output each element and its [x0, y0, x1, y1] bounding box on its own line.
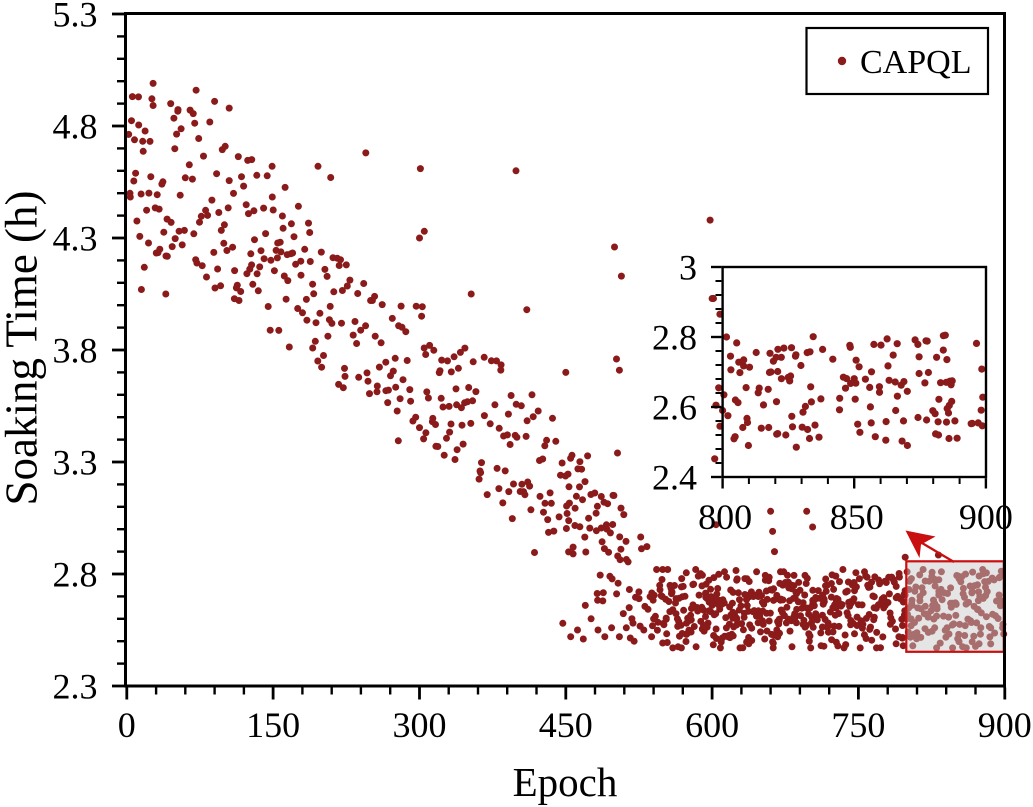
svg-text:2.4: 2.4: [652, 458, 697, 498]
svg-text:450: 450: [539, 705, 593, 745]
svg-text:2.6: 2.6: [652, 388, 697, 428]
svg-text:5.3: 5.3: [53, 0, 98, 35]
svg-text:800: 800: [698, 497, 752, 537]
svg-text:3.3: 3.3: [53, 443, 98, 483]
svg-text:300: 300: [393, 705, 447, 745]
svg-text:900: 900: [978, 705, 1032, 745]
svg-text:150: 150: [246, 705, 300, 745]
svg-text:600: 600: [685, 705, 739, 745]
svg-text:Soaking Time (h): Soaking Time (h): [0, 190, 47, 505]
svg-text:2.8: 2.8: [652, 318, 697, 358]
svg-text:4.8: 4.8: [53, 107, 98, 147]
svg-text:CAPQL: CAPQL: [860, 44, 971, 81]
svg-text:2.8: 2.8: [53, 555, 98, 595]
svg-text:0: 0: [118, 705, 136, 745]
svg-text:3.8: 3.8: [53, 331, 98, 371]
svg-text:Epoch: Epoch: [513, 759, 618, 805]
svg-text:4.3: 4.3: [53, 219, 98, 259]
svg-text:2.3: 2.3: [53, 667, 98, 707]
svg-text:900: 900: [959, 497, 1013, 537]
svg-text:850: 850: [830, 497, 884, 537]
svg-text:750: 750: [831, 705, 885, 745]
svg-text:3: 3: [679, 248, 697, 288]
